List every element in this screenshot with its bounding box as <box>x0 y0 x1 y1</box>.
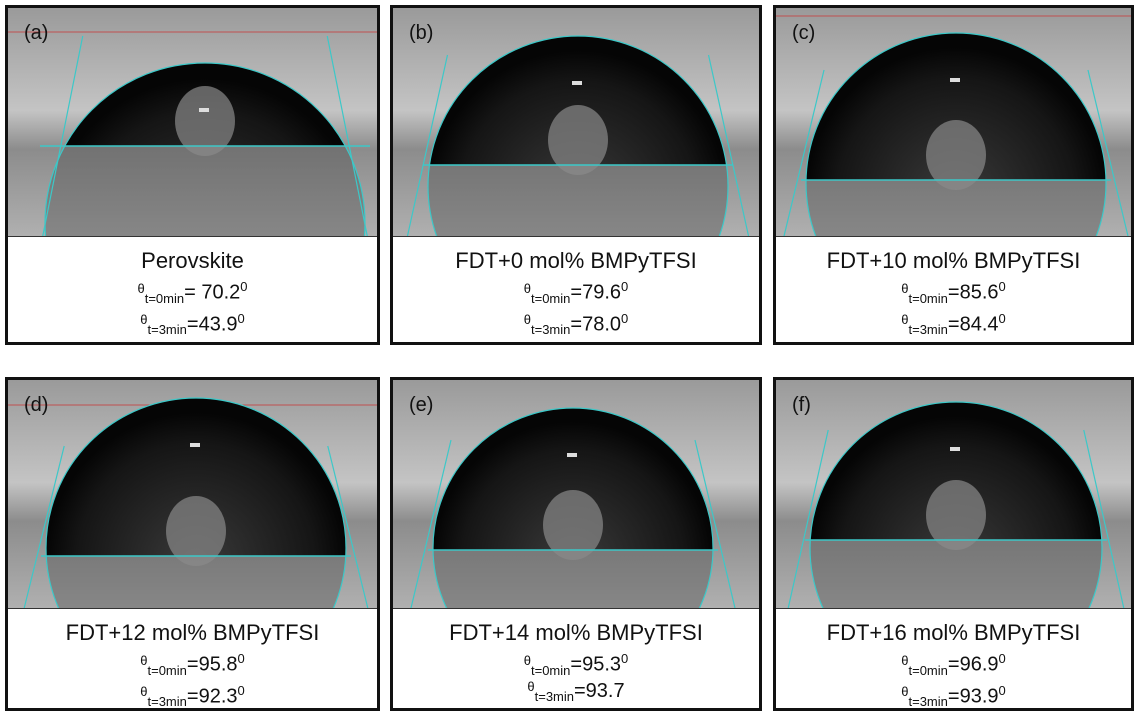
panel-label: (b) <box>409 22 433 45</box>
contact-angle: θt=3min=43.90 <box>8 307 377 339</box>
contact-angle: θt=0min= 70.20 <box>8 275 377 307</box>
contact-angle: θt=0min=95.80 <box>8 647 377 679</box>
glint <box>572 81 582 85</box>
droplet-image <box>393 380 759 608</box>
contact-angle: θt=3min=78.00 <box>393 307 759 339</box>
angle-value: =84.4 <box>948 313 999 335</box>
caption-title: FDT+14 mol% BMPyTFSI <box>393 619 759 647</box>
time-subscript: t=0min <box>531 291 570 306</box>
droplet-image <box>393 8 759 236</box>
theta-symbol: θt=3min <box>524 312 571 327</box>
theta-symbol: θt=3min <box>140 684 187 699</box>
angle-value: =95.3 <box>570 654 621 676</box>
glint <box>190 443 200 447</box>
degree-mark: 0 <box>238 683 245 698</box>
angle-value: =96.9 <box>948 654 999 676</box>
degree-mark: 0 <box>238 651 245 666</box>
theta-symbol: θt=0min <box>901 281 948 296</box>
angle-value: =85.6 <box>948 282 999 304</box>
contact-angle: θt=3min=84.40 <box>776 307 1131 339</box>
angle-value: =93.7 <box>574 680 625 702</box>
contact-angle: θt=0min=95.30 <box>393 647 759 679</box>
caption: FDT+10 mol% BMPyTFSIθt=0min=85.60θt=3min… <box>776 236 1131 342</box>
degree-mark: 0 <box>621 651 628 666</box>
contact-angle: θt=3min=93.90 <box>776 679 1131 711</box>
time-subscript: t=0min <box>909 663 948 678</box>
time-subscript: t=3min <box>148 322 187 337</box>
theta-symbol: θt=3min <box>140 312 187 327</box>
glint <box>950 78 960 82</box>
panel-label: (d) <box>24 394 48 417</box>
degree-mark: 0 <box>999 651 1006 666</box>
degree-mark: 0 <box>999 279 1006 294</box>
angle-value: =78.0 <box>570 313 621 335</box>
time-subscript: t=3min <box>148 694 187 709</box>
contact-angle: θt=0min=79.60 <box>393 275 759 307</box>
degree-mark: 0 <box>999 683 1006 698</box>
panel-label: (a) <box>24 22 48 45</box>
theta-symbol: θt=0min <box>140 653 187 668</box>
time-subscript: t=3min <box>909 322 948 337</box>
degree-mark: 0 <box>621 311 628 326</box>
degree-mark: 0 <box>238 311 245 326</box>
theta-symbol: θt=3min <box>901 312 948 327</box>
degree-mark: 0 <box>621 279 628 294</box>
caption-title: FDT+16 mol% BMPyTFSI <box>776 619 1131 647</box>
panel-label: (f) <box>792 394 811 417</box>
caption-title: FDT+0 mol% BMPyTFSI <box>393 247 759 275</box>
droplet-image <box>776 8 1131 236</box>
panel-label: (c) <box>792 22 815 45</box>
theta-symbol: θt=0min <box>524 281 571 296</box>
panel: (c)FDT+10 mol% BMPyTFSIθt=0min=85.60θt=3… <box>773 5 1134 345</box>
angle-value: =79.6 <box>570 282 621 304</box>
degree-mark: 0 <box>240 279 247 294</box>
droplet-image <box>776 380 1131 608</box>
theta-symbol: θt=0min <box>901 653 948 668</box>
angle-value: = 70.2 <box>184 282 240 304</box>
glint <box>567 453 577 457</box>
contact-angle: θt=3min=93.7 <box>393 679 759 705</box>
time-subscript: t=0min <box>531 663 570 678</box>
theta-symbol: θt=0min <box>137 281 184 296</box>
time-subscript: t=0min <box>145 291 184 306</box>
angle-value: =93.9 <box>948 685 999 707</box>
theta-symbol: θt=3min <box>901 684 948 699</box>
time-subscript: t=3min <box>535 689 574 704</box>
contact-angle: θt=0min=85.60 <box>776 275 1131 307</box>
degree-mark: 0 <box>999 311 1006 326</box>
angle-value: =43.9 <box>187 313 238 335</box>
caption-title: FDT+12 mol% BMPyTFSI <box>8 619 377 647</box>
contact-angle: θt=3min=92.30 <box>8 679 377 711</box>
panel-label: (e) <box>409 394 433 417</box>
time-subscript: t=3min <box>909 694 948 709</box>
angle-value: =92.3 <box>187 685 238 707</box>
glint <box>199 108 209 112</box>
glint <box>950 447 960 451</box>
time-subscript: t=0min <box>909 291 948 306</box>
figure: (a)Perovskiteθt=0min= 70.20θt=3min=43.90… <box>0 0 1134 711</box>
contact-angle: θt=0min=96.90 <box>776 647 1131 679</box>
theta-symbol: θt=3min <box>527 679 574 694</box>
panel: (a)Perovskiteθt=0min= 70.20θt=3min=43.90 <box>5 5 380 345</box>
droplet-image <box>8 8 377 236</box>
theta-symbol: θt=0min <box>524 653 571 668</box>
caption-title: FDT+10 mol% BMPyTFSI <box>776 247 1131 275</box>
caption-title: Perovskite <box>8 247 377 275</box>
time-subscript: t=0min <box>148 663 187 678</box>
time-subscript: t=3min <box>531 322 570 337</box>
angle-value: =95.8 <box>187 654 238 676</box>
droplet-image <box>8 380 377 608</box>
